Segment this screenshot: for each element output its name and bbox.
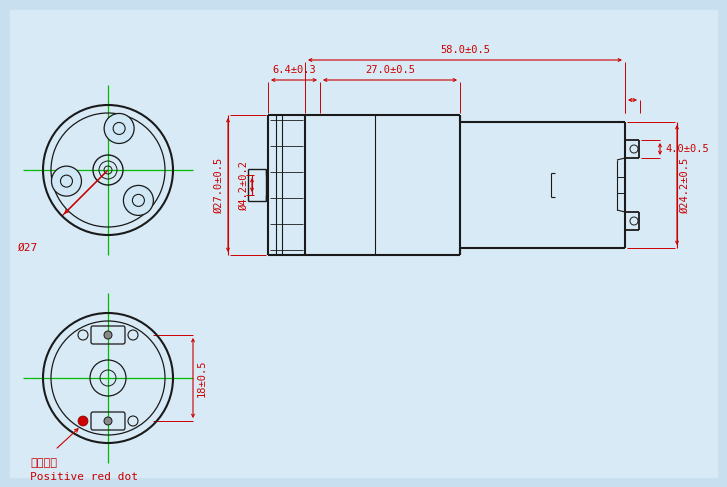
- Text: 18±0.5: 18±0.5: [197, 359, 207, 397]
- Text: 4.0±0.5: 4.0±0.5: [665, 144, 709, 154]
- Text: 6.4±0.3: 6.4±0.3: [272, 65, 316, 75]
- Circle shape: [52, 166, 81, 196]
- Text: 红点正极: 红点正极: [30, 458, 57, 468]
- Text: Ø27: Ø27: [17, 243, 38, 253]
- Text: Ø4.2±0.2: Ø4.2±0.2: [239, 160, 249, 210]
- Text: Ø27.0±0.5: Ø27.0±0.5: [214, 157, 224, 213]
- Circle shape: [104, 417, 112, 425]
- Circle shape: [104, 331, 112, 339]
- Text: 58.0±0.5: 58.0±0.5: [440, 45, 490, 55]
- Text: Positive red dot: Positive red dot: [30, 472, 138, 482]
- Circle shape: [78, 416, 88, 426]
- Text: 27.0±0.5: 27.0±0.5: [365, 65, 415, 75]
- Circle shape: [124, 186, 153, 215]
- Circle shape: [104, 113, 134, 144]
- Text: Ø24.2±0.5: Ø24.2±0.5: [680, 157, 690, 213]
